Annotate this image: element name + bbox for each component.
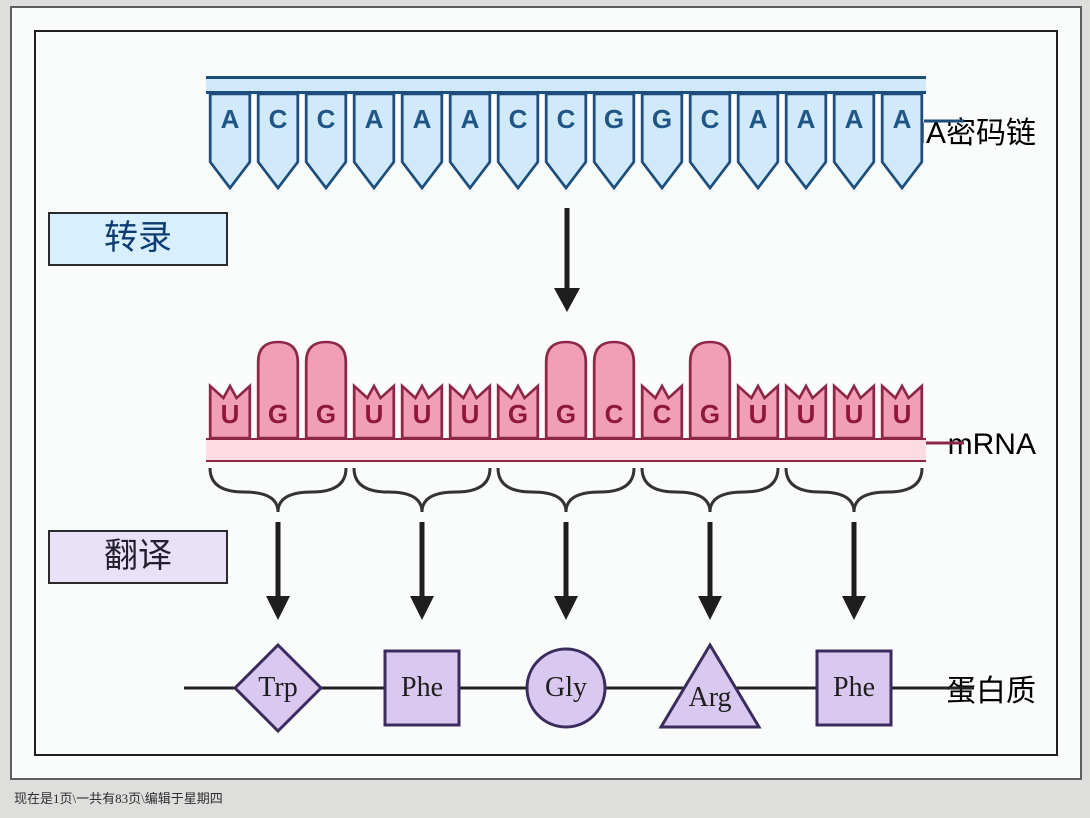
inner-frame: 转录 翻译 DNA密码链 mRNA 蛋白质 A C C A A A C C G …	[34, 30, 1058, 756]
transcription-label: 转录	[48, 212, 228, 266]
amino-acid-label: Arg	[688, 682, 731, 713]
mrna-base-letter: G	[688, 399, 732, 430]
dna-base: A	[832, 94, 876, 192]
dna-base-letter: A	[448, 104, 492, 135]
mrna-base: U	[832, 340, 876, 438]
mrna-base: U	[208, 340, 252, 438]
dna-base-letter: A	[736, 104, 780, 135]
dna-base-letter: C	[544, 104, 588, 135]
amino-acid-label: Phe	[833, 672, 875, 703]
dna-base: C	[256, 94, 300, 192]
mrna-base: U	[784, 340, 828, 438]
mrna-base: C	[592, 340, 636, 438]
mrna-base-letter: G	[544, 399, 588, 430]
dna-backbone	[206, 76, 926, 94]
footer-text: 现在是1页\一共有83页\编辑于星期四	[14, 788, 223, 807]
mrna-base-letter: G	[496, 399, 540, 430]
dna-base: A	[448, 94, 492, 192]
mrna-base-letter: U	[352, 399, 396, 430]
dna-base: C	[544, 94, 588, 192]
dna-base: A	[880, 94, 924, 192]
mrna-base-letter: G	[256, 399, 300, 430]
mrna-base: U	[880, 340, 924, 438]
mrna-base-letter: U	[208, 399, 252, 430]
mrna-base: G	[256, 340, 300, 438]
dna-base: G	[640, 94, 684, 192]
dna-base: G	[592, 94, 636, 192]
mrna-base-letter: U	[448, 399, 492, 430]
dna-base-letter: C	[256, 104, 300, 135]
dna-base-letter: A	[400, 104, 444, 135]
dna-base: A	[784, 94, 828, 192]
mrna-base-letter: C	[640, 399, 684, 430]
mrna-base: G	[304, 340, 348, 438]
mrna-base: U	[400, 340, 444, 438]
transcription-arrow-icon	[552, 208, 582, 314]
dna-base: A	[352, 94, 396, 192]
dna-bases-row: A C C A A A C C G G C A A A A	[206, 94, 926, 192]
amino-acid-label: Gly	[545, 672, 587, 703]
dna-base-letter: C	[496, 104, 540, 135]
dna-base-letter: A	[352, 104, 396, 135]
translation-arrows	[206, 522, 926, 626]
mrna-label-line	[924, 440, 964, 446]
dna-base-letter: C	[304, 104, 348, 135]
mrna-base-letter: U	[736, 399, 780, 430]
mrna-base-letter: G	[304, 399, 348, 430]
mrna-bases-row: U G G U U U G G C C G U U U U	[206, 340, 926, 438]
dna-base: A	[208, 94, 252, 192]
dna-base-letter: G	[592, 104, 636, 135]
dna-base-letter: A	[784, 104, 828, 135]
mrna-base: C	[640, 340, 684, 438]
mrna-base: U	[736, 340, 780, 438]
dna-base-letter: A	[832, 104, 876, 135]
dna-label-line	[924, 118, 964, 124]
amino-acid-label: Trp	[258, 672, 297, 703]
mrna-base: G	[688, 340, 732, 438]
mrna-base: G	[544, 340, 588, 438]
codon-brackets	[206, 464, 926, 520]
dna-base: A	[736, 94, 780, 192]
mrna-base: G	[496, 340, 540, 438]
dna-base: C	[496, 94, 540, 192]
dna-base-letter: A	[208, 104, 252, 135]
amino-acid-label: Phe	[401, 672, 443, 703]
dna-strand: A C C A A A C C G G C A A A A	[206, 76, 926, 192]
translation-label: 翻译	[48, 530, 228, 584]
slide-frame: 转录 翻译 DNA密码链 mRNA 蛋白质 A C C A A A C C G …	[10, 6, 1082, 780]
mrna-base-letter: U	[832, 399, 876, 430]
mrna-base-letter: C	[592, 399, 636, 430]
mrna-base: U	[352, 340, 396, 438]
dna-base-letter: A	[880, 104, 924, 135]
mrna-strand: U G G U U U G G C C G U U U U	[206, 340, 926, 462]
mrna-base: U	[448, 340, 492, 438]
mrna-backbone	[206, 438, 926, 462]
protein-chain: Trp Phe Gly Arg Phe	[184, 632, 974, 752]
mrna-base-letter: U	[400, 399, 444, 430]
dna-base: A	[400, 94, 444, 192]
dna-base-letter: C	[688, 104, 732, 135]
mrna-base-letter: U	[880, 399, 924, 430]
dna-base: C	[688, 94, 732, 192]
dna-base: C	[304, 94, 348, 192]
mrna-base-letter: U	[784, 399, 828, 430]
dna-base-letter: G	[640, 104, 684, 135]
